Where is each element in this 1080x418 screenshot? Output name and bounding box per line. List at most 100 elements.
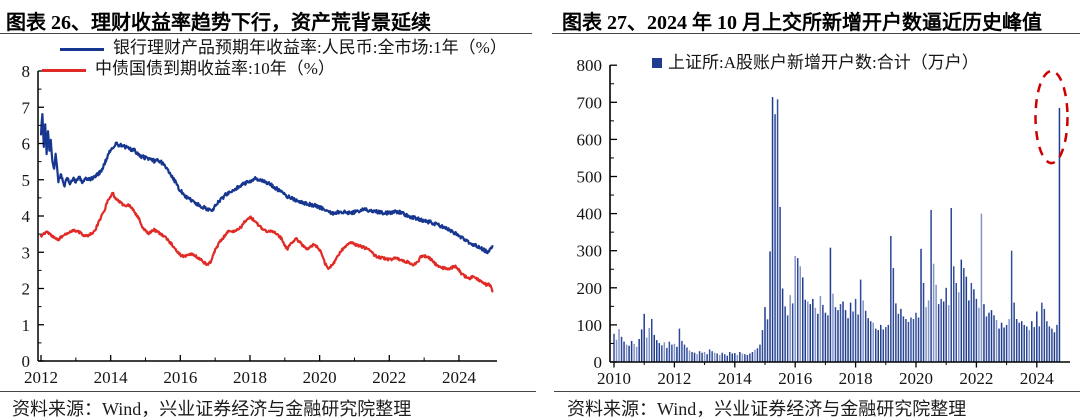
bar-month — [970, 283, 973, 362]
y-tick-label: 8 — [22, 62, 31, 81]
y-tick-label: 300 — [577, 242, 603, 261]
bar-month — [960, 259, 963, 362]
bar-month — [965, 276, 968, 362]
x-tick-label: 2014 — [718, 369, 753, 388]
bar-month — [784, 306, 786, 362]
bar-month — [736, 355, 739, 362]
bar-month — [890, 235, 892, 362]
bar-month — [907, 321, 910, 362]
bar-month — [613, 333, 615, 362]
legend-new-accounts: 上证所:A股账户新增开户数:合计（万户） — [652, 53, 979, 73]
panel-new-accounts-chart: 图表 27、2024 年 10 月上交所新增开户数逼近历史峰值 0 100 200 3… — [540, 0, 1080, 418]
bar-month — [635, 346, 638, 362]
bar-month — [877, 330, 879, 362]
bar-month — [983, 304, 985, 362]
bar-month — [693, 352, 696, 362]
line-chart-yields: 0 1 2 3 4 5 6 7 8 2012 2014 2016 2018 2020 2022 2024 — [22, 62, 497, 387]
bar-month — [932, 263, 935, 362]
y-tick-label: 500 — [577, 168, 603, 187]
bar-month — [832, 293, 834, 362]
bar-month — [887, 324, 890, 362]
bar-month — [905, 319, 907, 362]
bar-month — [937, 304, 940, 362]
bar-month — [912, 319, 915, 362]
highlight-dashed-ellipse — [1034, 69, 1069, 165]
bar-month — [852, 311, 854, 362]
bar-month — [1023, 324, 1025, 362]
legend-item-cgb-10y: 中债国债到期收益率:10年（%） — [42, 58, 507, 79]
y-tick-label: 700 — [577, 93, 603, 112]
bar-month — [812, 298, 814, 362]
chart-title-right: 图表 27、2024 年 10 月上交所新增开户数逼近历史峰值 — [562, 12, 1042, 34]
bar-month — [663, 342, 666, 362]
x-tick-label: 2020 — [899, 369, 933, 388]
y-tick-label: 5 — [22, 171, 31, 190]
bar-month — [1020, 321, 1023, 362]
bar-month — [839, 304, 842, 362]
bar-month — [915, 312, 917, 362]
bar-month — [615, 339, 618, 362]
source-note-right: 资料来源：Wind，兴业证券经济与金融研究院整理 — [567, 399, 967, 418]
bar-month — [824, 312, 827, 362]
bar-month — [844, 310, 847, 362]
bar-month — [837, 310, 839, 362]
bar-month — [1025, 326, 1028, 362]
bar-month — [686, 347, 688, 362]
bar-month — [739, 352, 741, 362]
bar-month — [734, 353, 736, 362]
bar-month — [799, 266, 801, 362]
bar-month — [1013, 302, 1015, 362]
bar-month — [822, 304, 824, 362]
bar-month — [764, 307, 766, 362]
bar-month — [716, 353, 718, 362]
bar-month — [995, 320, 998, 362]
bar-month — [940, 298, 942, 362]
bar-month — [1051, 328, 1053, 362]
bar-month — [1058, 107, 1061, 363]
y-tick-label: 6 — [22, 135, 31, 154]
chart-title-left: 图表 26、理财收益率趋势下行，资产荒背景延续 — [6, 12, 431, 34]
bar-month — [1046, 321, 1048, 362]
legend-line-swatch-red — [42, 68, 86, 72]
legend-square-swatch — [652, 57, 662, 68]
x-tick-label: 2022 — [959, 369, 993, 388]
bar-month — [867, 318, 869, 362]
bar-month — [804, 299, 807, 362]
bar-month — [766, 319, 769, 362]
x-tick-label: 2014 — [94, 368, 129, 387]
bar-month — [975, 298, 978, 362]
bar-month — [791, 303, 794, 362]
bar-month — [902, 316, 905, 362]
bar-month — [1018, 322, 1020, 362]
legend-yields: 银行理财产品预期年收益率:人民币:全市场:1年（%） 中债国债到期收益率:10年… — [0, 37, 507, 79]
bar-month — [874, 328, 877, 362]
bar-month — [819, 296, 822, 362]
bar-month — [776, 99, 779, 363]
x-tick-label: 2012 — [657, 369, 691, 388]
bar-month — [673, 343, 676, 362]
bar-month — [920, 248, 922, 362]
bar-month — [802, 277, 804, 362]
bar-month — [809, 304, 812, 362]
bar-month — [645, 337, 648, 362]
bar-month — [862, 300, 864, 362]
bar-month — [1015, 319, 1018, 362]
bar-month — [751, 352, 754, 362]
bar-month — [947, 305, 950, 362]
bar-month — [842, 301, 844, 362]
bar-month — [666, 347, 668, 362]
bar-month — [696, 354, 698, 362]
title-divider-right — [552, 33, 1080, 34]
bar-month — [1043, 308, 1046, 362]
bar-month — [1056, 324, 1058, 362]
bar-month — [1028, 330, 1030, 362]
y-tick-label: 600 — [577, 130, 603, 149]
y-tick-label: 3 — [22, 243, 31, 262]
source-note-left: 资料来源：Wind，兴业证券经济与金融研究院整理 — [12, 399, 412, 418]
bar-month — [638, 339, 640, 362]
bar-month — [1033, 327, 1036, 362]
bar-month — [963, 268, 965, 362]
x-tick-label: 2018 — [839, 369, 873, 388]
bar-month — [945, 287, 947, 362]
